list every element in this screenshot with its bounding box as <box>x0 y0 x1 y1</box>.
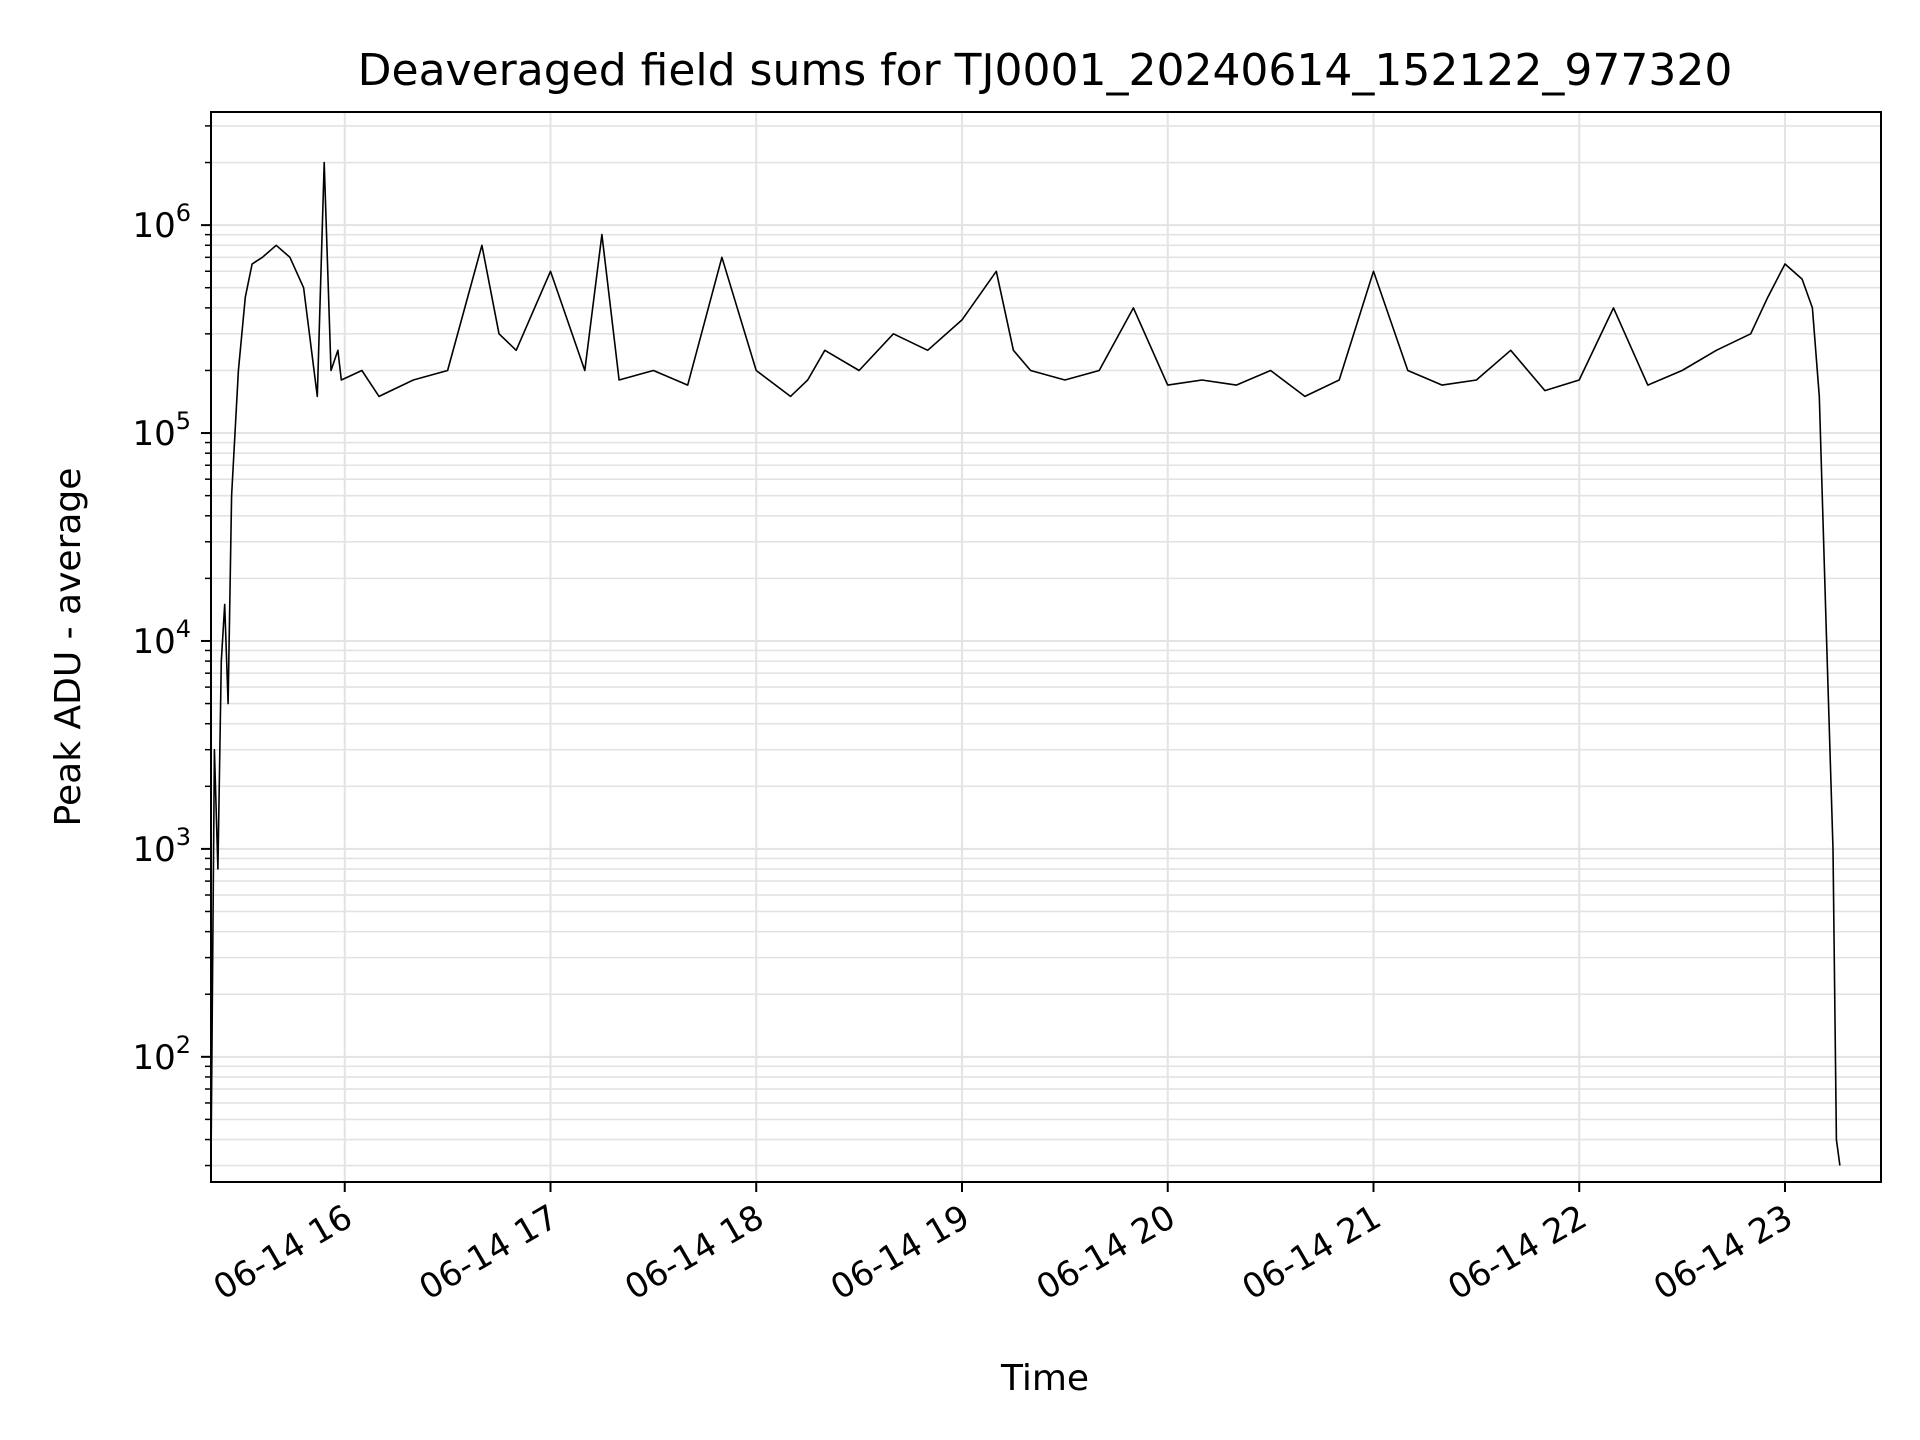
series-line-0 <box>210 161 1841 1166</box>
plot-frame <box>210 111 1882 1183</box>
y-axis-title: Peak ADU - average <box>48 468 89 827</box>
grid <box>211 112 1881 1182</box>
x-tick-label: 06-14 19 <box>824 1197 976 1308</box>
y-tick-label: 102 <box>132 1031 191 1078</box>
x-tick-label: 06-14 18 <box>618 1197 770 1308</box>
x-axis-title: Time <box>1000 1358 1089 1399</box>
y-tick-label: 104 <box>132 615 191 662</box>
data-series <box>210 161 1841 1166</box>
x-tick-label: 06-14 20 <box>1030 1197 1182 1308</box>
x-tick-label: 06-14 17 <box>413 1197 565 1308</box>
chart-title: Deaveraged field sums for TJ0001_2024061… <box>358 45 1733 96</box>
x-tick-label: 06-14 23 <box>1647 1197 1799 1308</box>
x-tick-label: 06-14 22 <box>1441 1197 1593 1308</box>
y-tick-label: 105 <box>132 407 191 454</box>
ticks: 06-14 16 06-14 17 06-14 18 06-14 19 06-14 20… <box>132 125 1799 1308</box>
y-tick-label: 103 <box>132 823 191 870</box>
x-tick-label: 06-14 16 <box>207 1197 359 1308</box>
y-tick-label: 106 <box>132 199 191 246</box>
x-tick-label: 06-14 21 <box>1236 1197 1388 1308</box>
